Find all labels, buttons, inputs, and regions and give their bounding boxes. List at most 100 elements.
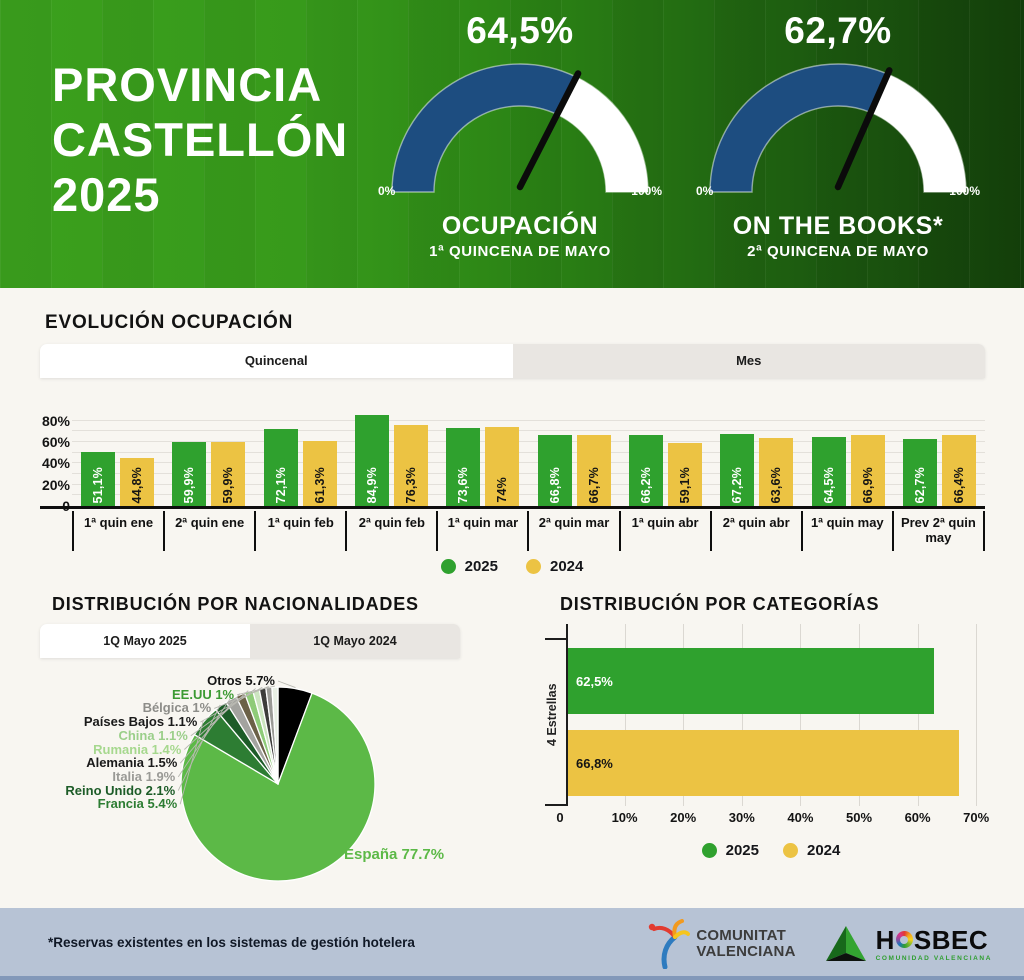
bar-value-label: 59,9%: [211, 467, 245, 503]
bar-2025: 62,7%: [902, 439, 937, 506]
bar-2025: 72,1%: [263, 429, 298, 506]
category-label: 2ª quin mar: [527, 511, 618, 551]
gauge-max-label: 100%: [631, 184, 662, 198]
bar-value-label: 66,7%: [577, 467, 611, 503]
gridline: [859, 624, 860, 806]
gauge-track-arc: [870, 73, 967, 193]
hosbec-text-sbec: SBEC: [913, 924, 989, 955]
category-label: 2ª quin ene: [163, 511, 254, 551]
bar-value-text: 66,9%: [860, 466, 875, 503]
tab-1q-mayo-2024[interactable]: 1Q Mayo 2024: [313, 634, 397, 648]
evolution-plot-area: 51,1% 44,8% 59,9% 59,9% 72,1% 61,3% 84,9% 76,3%…: [72, 410, 985, 506]
gridline: [624, 624, 626, 806]
x-axis-tick-label: 10%: [611, 810, 638, 825]
pie-leader-Rumania: [184, 690, 249, 750]
bar-2025: 66,8%: [537, 434, 572, 506]
pie-label-Otros: Otros 5.7%: [207, 673, 275, 688]
legend-label: 2024: [550, 558, 584, 575]
bar-value-text: 76,3%: [404, 466, 419, 503]
page-title-line1: PROVINCIA: [52, 58, 323, 111]
bar-group: 59,9% 59,9%: [163, 410, 254, 506]
gauge-min-label: 0%: [696, 184, 714, 198]
legend-label: 2025: [725, 842, 759, 859]
bar-value-label: 66,4%: [942, 467, 976, 503]
category-label: 1ª quin feb: [254, 511, 345, 551]
evolution-bar-chart: 51,1% 44,8% 59,9% 59,9% 72,1% 61,3% 84,9% 76,3%…: [40, 404, 985, 552]
gauge-value: 62,7%: [784, 10, 892, 51]
categories-heading: DISTRIBUCIÓN POR CATEGORÍAS: [560, 594, 880, 614]
tab-quincenal[interactable]: Quincenal: [40, 344, 513, 378]
gridline: [800, 624, 802, 806]
hosbec-wordmark: H SBEC: [876, 927, 992, 953]
bar-value-text: 62,7%: [912, 466, 927, 503]
bar-2024: 74%: [485, 427, 520, 506]
gauge-max-label: 100%: [949, 184, 980, 198]
tab-mes[interactable]: Mes: [736, 353, 762, 368]
x-axis-tick-label: 40%: [787, 810, 814, 825]
bar-2025: 73,6%: [446, 427, 481, 506]
bar-2024: 66,7%: [576, 434, 611, 506]
legend-evolution: 2025 2024: [0, 558, 1024, 575]
bar-value-label: 84,9%: [355, 467, 389, 503]
hbar-2024: 66,8%: [568, 730, 960, 796]
nationalities-pie-chart: Otros 5.7% España 77.7% Francia 5.4% Reino …: [40, 660, 540, 908]
x-axis-line: [40, 506, 985, 509]
bar-2024: 59,9%: [211, 442, 246, 506]
category-label: Prev 2ª quin may: [891, 511, 985, 551]
y-axis-tick-label: 60%: [41, 434, 70, 450]
bar-value-label: 59,9%: [172, 467, 206, 503]
bar-groups: 51,1% 44,8% 59,9% 59,9% 72,1% 61,3% 84,9% 76,3%…: [72, 410, 985, 506]
bar-group: 62,7% 66,4%: [894, 410, 985, 506]
bar-value-text: 73,6%: [456, 466, 471, 503]
bar-2025: 66,2%: [628, 435, 663, 506]
hosbec-logo: H SBEC COMUNIDAD VALENCIANA: [824, 923, 992, 965]
bar-value-label: 66,8%: [538, 467, 572, 503]
bar-value-label: 73,6%: [446, 467, 480, 503]
evolution-tabs: Quincenal Mes: [40, 344, 985, 378]
category-label: 1ª quin ene: [72, 511, 163, 551]
gridline: [72, 430, 985, 432]
bar-group: 66,2% 59,1%: [620, 410, 711, 506]
gridline: [72, 462, 985, 464]
y-axis-tick-label: 40%: [41, 455, 70, 472]
legend-dot-2024: [783, 843, 798, 858]
bar-value-text: 59,1%: [677, 466, 692, 503]
bar-value-text: 63,6%: [769, 466, 784, 503]
bar-value-label: 59,1%: [668, 467, 702, 503]
gridline: [917, 624, 919, 806]
bar-2025: 59,9%: [172, 442, 207, 506]
tab-1q-mayo-2025[interactable]: 1Q Mayo 2025: [40, 624, 250, 658]
hosbec-text-h: H: [875, 924, 895, 955]
legend-label: 2025: [464, 558, 498, 575]
bar-value-label: 74%: [485, 477, 519, 503]
bar-value-text: 72,1%: [273, 466, 288, 503]
hosbec-o-ring-icon: [895, 931, 913, 948]
footnote: *Reservas existentes en los sistemas de …: [48, 935, 415, 950]
gauge-value: 64,5%: [466, 10, 574, 51]
pie-leader-EE.UU: [237, 685, 276, 696]
x-axis-tick-label: 70%: [963, 810, 990, 825]
bar-2024: 66,4%: [941, 435, 976, 506]
x-axis-tick-label: 60%: [904, 810, 931, 825]
bar-2024: 44,8%: [120, 458, 155, 506]
gauge-subtitle: 2ª QUINCENA DE MAYO: [747, 243, 929, 260]
pie-label-Alemania: Alemania 1.5%: [86, 755, 178, 771]
gauge-needle: [834, 67, 893, 191]
gridline: [976, 624, 978, 806]
pie-label-Reino Unido: Reino Unido 2.1%: [65, 782, 176, 798]
gridline: [72, 494, 985, 496]
comunitat-valenciana-logo: COMUNITAT VALENCIANA: [644, 919, 795, 969]
comunitat-text-line2: VALENCIANA: [696, 943, 796, 960]
nationalities-tabs: 1Q Mayo 2025 1Q Mayo 2024: [40, 624, 460, 658]
bar-value-label: 66,9%: [851, 467, 885, 503]
gauge-fill-arc: [391, 63, 578, 193]
legend-item: 2024: [783, 842, 840, 859]
palm-tree-icon: [649, 919, 691, 969]
bar-value-label: 44,8%: [120, 467, 154, 503]
gauge-title: ON THE BOOKS*: [732, 212, 944, 240]
gauge-fill-arc: [709, 63, 889, 193]
category-label: 1ª quin may: [800, 511, 892, 551]
x-axis-tick-label: 50%: [845, 810, 873, 825]
bar-value-label: 64,5%: [812, 467, 846, 503]
bar-2024: 61,3%: [302, 440, 337, 506]
